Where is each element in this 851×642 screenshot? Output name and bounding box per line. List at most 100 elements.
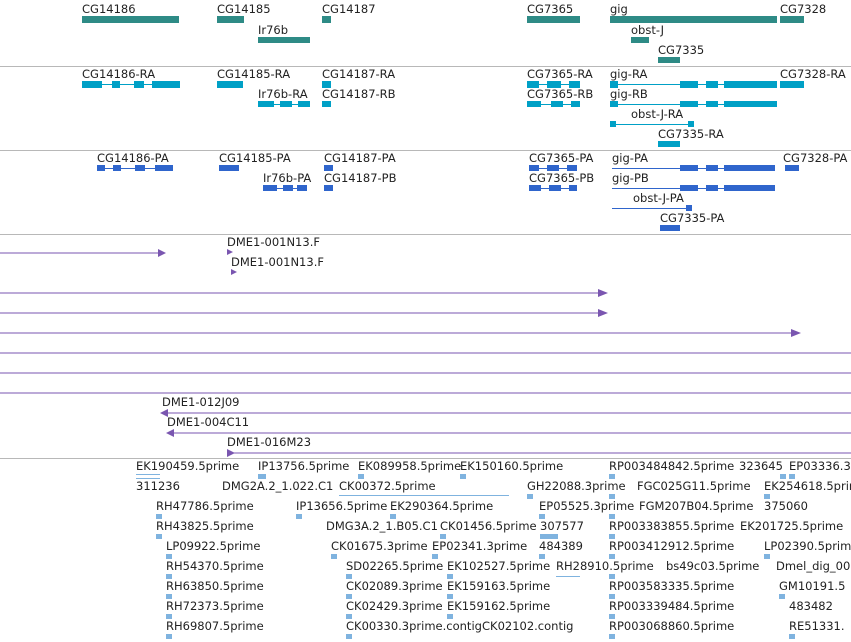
clone-arrow-dme1-001n13-f-a[interactable]	[227, 249, 233, 255]
protein-label-cg14187-pa: CG14187-PA	[324, 151, 396, 165]
protein-cg7365-pa[interactable]	[529, 165, 577, 171]
est-feature[interactable]	[460, 474, 466, 479]
protein-gig-pa[interactable]	[612, 165, 775, 171]
gene-obst-j[interactable]	[631, 37, 649, 43]
gene-cg14187[interactable]	[322, 16, 331, 23]
clone-line-2[interactable]	[0, 289, 608, 297]
protein-cg14187-pb[interactable]	[324, 185, 333, 191]
protein-cg14187-pa[interactable]	[324, 165, 333, 171]
est-feature[interactable]	[779, 594, 785, 599]
est-feature[interactable]	[346, 594, 352, 599]
gene-cg14185[interactable]	[217, 16, 244, 23]
est-feature[interactable]	[539, 554, 545, 559]
transcript-gig-ra[interactable]	[610, 81, 777, 88]
est-feature[interactable]	[609, 514, 615, 519]
transcript-cg7328-ra[interactable]	[780, 81, 804, 88]
protein-cg14185-pa[interactable]	[219, 165, 239, 171]
est-feature[interactable]	[609, 594, 615, 599]
gene-cg7335[interactable]	[658, 57, 680, 63]
est-feature[interactable]	[539, 514, 545, 519]
est-feature[interactable]	[339, 495, 509, 498]
transcript-cg14186-ra[interactable]	[82, 81, 180, 88]
protein-label-cg7335-pa: CG7335-PA	[660, 211, 725, 225]
est-feature[interactable]	[346, 614, 352, 619]
gene-label-cg14187: CG14187	[322, 2, 376, 16]
protein-cg7328-pa[interactable]	[785, 165, 799, 171]
est-feature[interactable]	[609, 554, 615, 559]
est-feature[interactable]	[166, 574, 172, 579]
track-divider-clones	[0, 458, 851, 459]
est-feature[interactable]	[789, 634, 795, 639]
protein-gig-pb[interactable]	[612, 185, 775, 191]
clone-line-1[interactable]	[0, 249, 166, 257]
est-label: EP03336.3	[789, 459, 851, 473]
clone-line-3[interactable]	[0, 309, 608, 317]
est-feature[interactable]	[447, 574, 453, 579]
protein-cg7335-pa[interactable]	[660, 225, 680, 231]
est-feature[interactable]	[556, 576, 580, 577]
protein-cg14186-pa[interactable]	[97, 165, 173, 171]
est-feature[interactable]	[540, 534, 558, 539]
est-feature[interactable]	[156, 514, 162, 519]
est-feature[interactable]	[390, 514, 396, 519]
est-feature[interactable]	[136, 474, 160, 479]
est-feature[interactable]	[331, 554, 337, 559]
est-feature[interactable]	[609, 534, 615, 539]
est-label: RH43825.5prime	[156, 519, 254, 533]
transcript-cg7335-ra[interactable]	[658, 141, 680, 147]
clone-line-dme1-012j09[interactable]	[160, 409, 851, 417]
est-label: EK190459.5prime	[136, 459, 240, 473]
transcript-cg14187-ra[interactable]	[322, 81, 331, 88]
est-label: RP003383855.5prime	[609, 519, 735, 533]
gene-ir76b[interactable]	[258, 37, 310, 43]
est-feature[interactable]	[609, 574, 615, 579]
gene-gig[interactable]	[610, 16, 777, 23]
est-feature[interactable]	[346, 634, 352, 639]
clone-arrow-dme1-001n13-f-b[interactable]	[231, 269, 237, 275]
transcript-ir76b-ra[interactable]	[258, 101, 310, 107]
est-feature[interactable]	[432, 554, 438, 559]
est-feature[interactable]	[166, 634, 172, 639]
est-feature[interactable]	[258, 474, 266, 479]
est-feature[interactable]	[764, 494, 770, 499]
est-feature[interactable]	[789, 474, 795, 479]
transcript-gig-rb[interactable]	[610, 101, 777, 107]
transcript-obst-j-ra[interactable]	[610, 121, 694, 127]
est-feature[interactable]	[447, 614, 453, 619]
est-label: IP13756.5prime	[258, 459, 350, 473]
est-feature[interactable]	[166, 594, 172, 599]
est-feature[interactable]	[527, 494, 533, 499]
clone-line-dme1-016m23[interactable]	[227, 449, 851, 457]
clone-line-dme1-004c11[interactable]	[166, 429, 851, 437]
gene-cg14186[interactable]	[82, 16, 179, 23]
protein-cg7365-pb[interactable]	[529, 185, 577, 191]
clone-line-4[interactable]	[0, 329, 801, 337]
transcript-cg14187-rb[interactable]	[322, 101, 331, 107]
est-feature[interactable]	[609, 634, 615, 639]
protein-obst-j-pa[interactable]	[612, 205, 692, 211]
est-feature[interactable]	[346, 574, 352, 579]
est-feature[interactable]	[440, 534, 446, 539]
protein-label-cg7328-pa: CG7328-PA	[783, 151, 848, 165]
transcript-cg14185-ra[interactable]	[217, 81, 243, 88]
est-feature[interactable]	[764, 554, 770, 559]
est-feature[interactable]	[609, 614, 615, 619]
est-feature[interactable]	[156, 534, 162, 539]
gene-cg7365[interactable]	[527, 16, 580, 23]
protein-ir76b-pa[interactable]	[263, 185, 307, 191]
est-feature[interactable]	[609, 494, 615, 499]
gene-cg7328[interactable]	[780, 16, 804, 23]
gene-label-ir76b: Ir76b	[258, 23, 289, 37]
est-label: RE51331.	[789, 619, 845, 633]
est-feature[interactable]	[296, 514, 302, 519]
est-feature[interactable]	[447, 594, 453, 599]
transcript-cg7365-rb[interactable]	[527, 101, 580, 107]
est-feature[interactable]	[166, 614, 172, 619]
track-divider-proteins	[0, 234, 851, 235]
transcript-cg7365-ra[interactable]	[527, 81, 580, 88]
est-feature[interactable]	[166, 554, 172, 559]
gene-label-cg7365: CG7365	[527, 2, 574, 16]
est-feature[interactable]	[358, 474, 364, 479]
est-feature[interactable]	[609, 474, 615, 479]
est-feature[interactable]	[780, 474, 786, 479]
